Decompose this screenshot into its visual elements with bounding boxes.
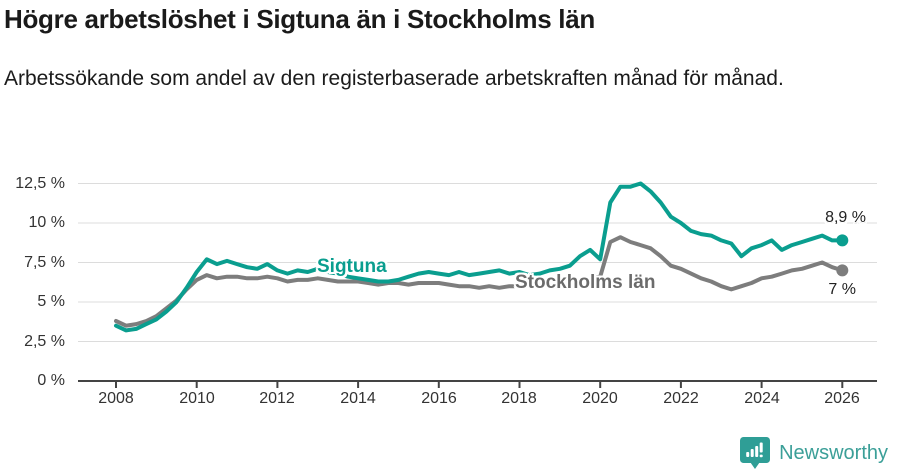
- y-tick-label: 5 %: [37, 293, 65, 310]
- y-tick-label: 10 %: [28, 214, 65, 231]
- newsworthy-logo[interactable]: Newsworthy: [739, 436, 888, 470]
- bar-chart-speech-bubble-icon: [740, 437, 771, 469]
- newsworthy-brand-text: Newsworthy: [779, 441, 888, 464]
- page-title: Högre arbetslöshet i Sigtuna än i Stockh…: [4, 4, 595, 34]
- x-tick-label: 2014: [340, 390, 376, 407]
- x-tick-label: 2024: [744, 390, 780, 407]
- x-tick-label: 2026: [824, 390, 860, 407]
- end-value-label-sigtuna: 8,9 %: [825, 209, 866, 226]
- chart-subtitle: Arbetssökande som andel av den registerb…: [4, 67, 784, 90]
- x-tick-label: 2018: [501, 390, 537, 407]
- end-value-label-stockholm: 7 %: [828, 281, 856, 298]
- y-tick-label: 2,5 %: [24, 333, 65, 350]
- x-tick-label: 2016: [421, 390, 457, 407]
- y-tick-label: 7,5 %: [24, 254, 65, 271]
- x-tick-label: 2008: [98, 390, 134, 407]
- x-tick-label: 2022: [663, 390, 699, 407]
- x-tick-label: 2010: [179, 390, 215, 407]
- series-label-stockholm: Stockholms län: [515, 272, 656, 293]
- x-tick-label: 2012: [259, 390, 295, 407]
- y-tick-label: 0 %: [37, 372, 65, 389]
- series-label-sigtuna: Sigtuna: [317, 256, 387, 277]
- y-tick-label: 12,5 %: [15, 175, 65, 192]
- x-tick-label: 2020: [582, 390, 618, 407]
